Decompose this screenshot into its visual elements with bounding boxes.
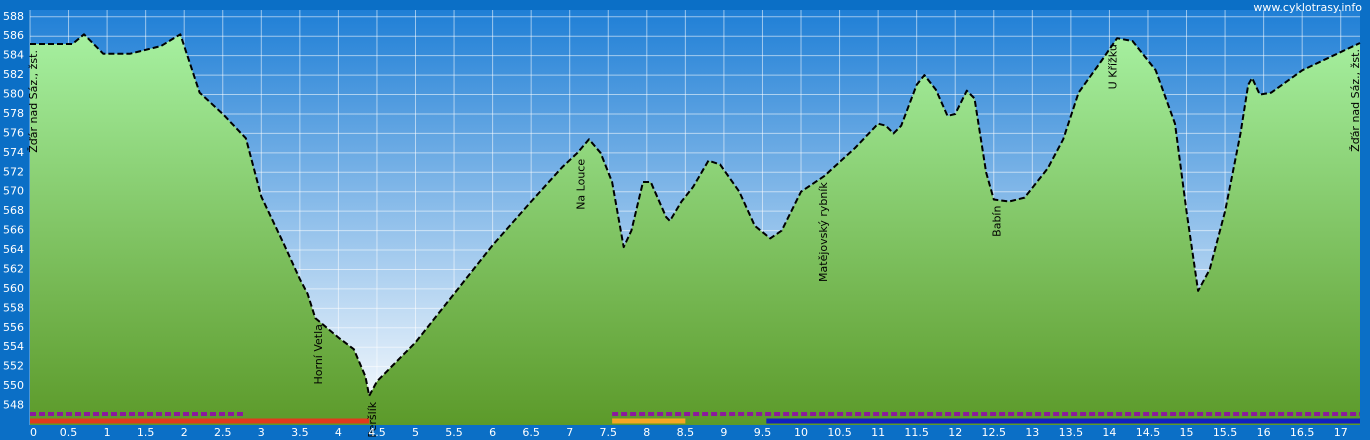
y-tick-label: 556 xyxy=(3,321,24,334)
x-tick-label: 11.5 xyxy=(904,426,929,439)
terrain-area xyxy=(30,34,1360,426)
x-tick-label: 7.5 xyxy=(600,426,618,439)
y-tick-label: 574 xyxy=(3,146,24,159)
x-tick-label: 17 xyxy=(1334,426,1348,439)
x-tick-label: 8 xyxy=(643,426,650,439)
x-tick-label: 1.5 xyxy=(137,426,155,439)
x-tick-label: 3.5 xyxy=(291,426,309,439)
y-tick-label: 572 xyxy=(3,165,24,178)
x-tick-label: 10 xyxy=(794,426,808,439)
x-tick-label: 1 xyxy=(104,426,111,439)
y-tick-label: 570 xyxy=(3,185,24,198)
x-tick-label: 4.5 xyxy=(368,426,386,439)
x-tick-label: 12.5 xyxy=(982,426,1007,439)
watermark: www.cyklotrasy.info xyxy=(1253,1,1362,14)
x-tick-label: 0.5 xyxy=(60,426,78,439)
x-tick-label: 6.5 xyxy=(522,426,540,439)
waypoint-label: Žďár nad Sáz., žst. xyxy=(27,50,40,153)
y-tick-label: 586 xyxy=(3,29,24,42)
y-tick-label: 582 xyxy=(3,68,24,81)
x-tick-label: 14.5 xyxy=(1136,426,1161,439)
x-tick-label: 15 xyxy=(1180,426,1194,439)
y-tick-label: 564 xyxy=(3,243,24,256)
x-tick-label: 7 xyxy=(566,426,573,439)
y-tick-label: 562 xyxy=(3,262,24,275)
y-tick-label: 558 xyxy=(3,301,24,314)
x-tick-label: 9 xyxy=(720,426,727,439)
x-tick-label: 9.5 xyxy=(754,426,772,439)
x-tick-label: 2 xyxy=(181,426,188,439)
x-tick-label: 16 xyxy=(1257,426,1271,439)
x-tick-label: 3 xyxy=(258,426,265,439)
x-tick-label: 15.5 xyxy=(1213,426,1238,439)
y-tick-label: 550 xyxy=(3,379,24,392)
y-tick-label: 554 xyxy=(3,340,24,353)
x-tick-label: 16.5 xyxy=(1290,426,1315,439)
waypoint-label: Žďár nad Sáz., žst. xyxy=(1349,49,1362,152)
x-tick-label: 6 xyxy=(489,426,496,439)
x-tick-label: 13 xyxy=(1025,426,1039,439)
profile-line xyxy=(30,33,1361,397)
x-tick-label: 2.5 xyxy=(214,426,232,439)
x-tick-label: 10.5 xyxy=(827,426,852,439)
y-tick-label: 552 xyxy=(3,360,24,373)
x-tick-label: 4 xyxy=(335,426,342,439)
x-tick-label: 12 xyxy=(948,426,962,439)
y-tick-label: 584 xyxy=(3,49,24,62)
x-tick-label: 0 xyxy=(30,426,37,439)
x-tick-label: 8.5 xyxy=(677,426,695,439)
waypoint-label: U Křížku xyxy=(1106,44,1119,89)
waypoint-label: Na Louce xyxy=(574,159,587,210)
y-tick-label: 588 xyxy=(3,10,24,23)
y-tick-label: 566 xyxy=(3,224,24,237)
y-tick-label: 580 xyxy=(3,88,24,101)
waypoint-label: Matějovský rybník xyxy=(817,182,830,282)
waypoint-label: Babín xyxy=(991,206,1004,237)
x-tick-label: 11 xyxy=(871,426,885,439)
y-tick-label: 578 xyxy=(3,107,24,120)
waypoint-label: Peršlík xyxy=(366,401,379,437)
x-tick-label: 5.5 xyxy=(445,426,463,439)
y-tick-label: 548 xyxy=(3,399,24,412)
x-tick-label: 13.5 xyxy=(1059,426,1084,439)
x-tick-label: 5 xyxy=(412,426,419,439)
waypoint-label: Horní Vetla xyxy=(312,324,325,384)
y-tick-label: 560 xyxy=(3,282,24,295)
x-tick-label: 14 xyxy=(1102,426,1116,439)
y-tick-label: 568 xyxy=(3,204,24,217)
y-tick-label: 576 xyxy=(3,126,24,139)
